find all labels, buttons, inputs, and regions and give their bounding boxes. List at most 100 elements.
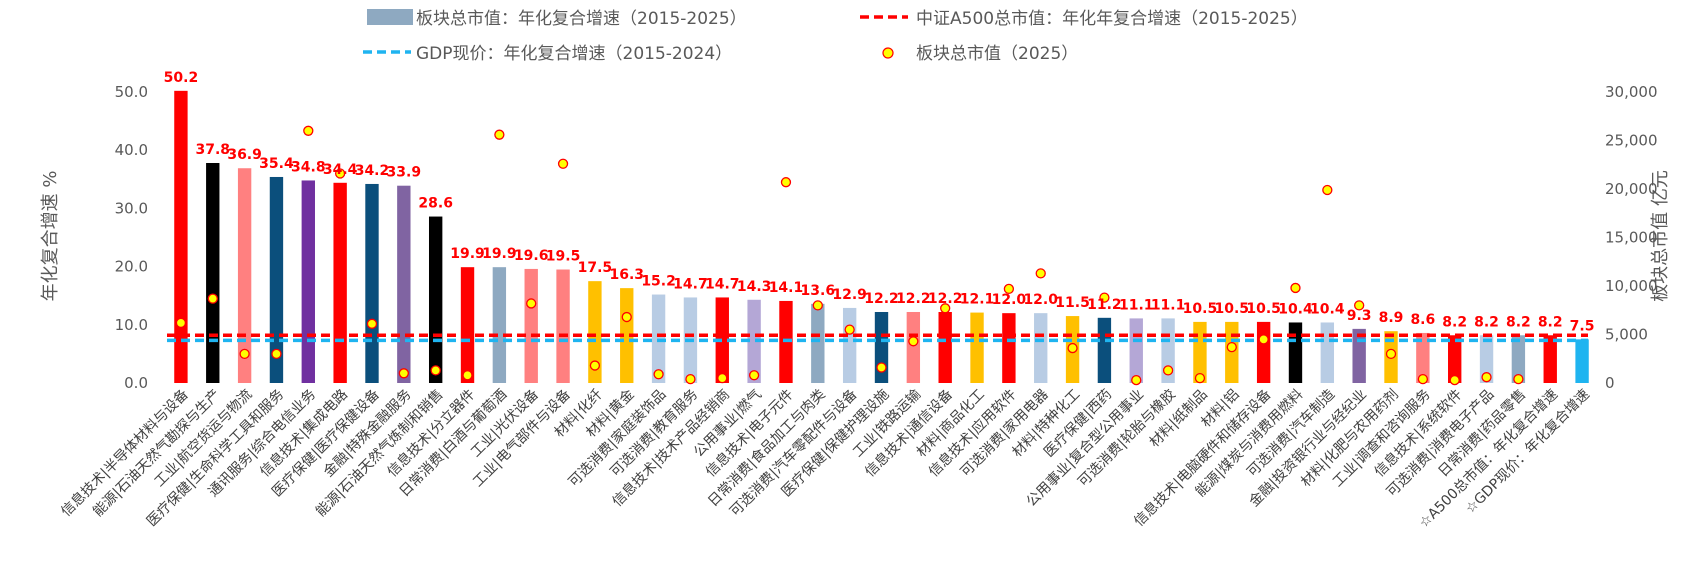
market-cap-dot: [526, 298, 537, 309]
value-label: 16.3: [609, 267, 644, 283]
value-label: 11.2: [1087, 297, 1122, 313]
bar: [938, 311, 952, 383]
bar: [556, 269, 570, 383]
market-cap-dot: [494, 129, 505, 140]
bar: [237, 168, 252, 383]
market-cap-dot: [239, 348, 250, 360]
bar: [1097, 317, 1112, 383]
legend-bar-label: 板块总市值：年化复合增速（2015-2025）: [416, 9, 747, 29]
y-left-title: 年化复合增速 %: [40, 171, 61, 302]
y-right-tick: 10,000: [1605, 277, 1658, 295]
value-label: 12.2: [928, 291, 963, 307]
value-label: 14.7: [673, 276, 708, 292]
bar: [1002, 313, 1016, 383]
market-cap-dot: [1417, 373, 1429, 385]
market-cap-dot: [812, 300, 823, 311]
bar: [333, 182, 347, 383]
value-label: 11.5: [1055, 295, 1090, 311]
legend-dots-swatch: [882, 47, 894, 59]
bar: [715, 297, 729, 383]
value-label: 10.5: [1215, 301, 1250, 317]
value-label: 34.2: [355, 163, 390, 179]
value-label: 7.5: [1570, 318, 1595, 334]
value-labels: 50.2 37.836.935.434.834.434.233.9 28.6 19.9…: [164, 70, 1595, 335]
market-cap-dot: [175, 317, 187, 329]
value-label: 12.0: [1023, 292, 1058, 308]
market-cap-dot: [621, 311, 632, 323]
market-cap-dot: [1513, 373, 1524, 385]
bar: [428, 216, 443, 383]
bar: [460, 267, 475, 383]
value-label: 33.9: [387, 165, 422, 181]
market-cap-dot: [908, 336, 919, 347]
legend-gdp-label: GDP现价：年化复合增速（2015-2024）: [416, 44, 732, 64]
bar: [811, 303, 825, 383]
market-cap-dot: [653, 369, 664, 380]
value-label: 11.1: [1151, 297, 1186, 313]
value-label: 8.2: [1538, 314, 1563, 330]
value-label: 8.2: [1442, 314, 1467, 330]
market-cap-dot: [1226, 341, 1237, 353]
y-right-tick: 30,000: [1605, 83, 1658, 101]
market-cap-dot: [1322, 184, 1333, 196]
market-cap-dot: [271, 348, 282, 360]
value-label: 15.2: [641, 274, 676, 290]
y-right-title: 板块总市值 亿元: [1650, 170, 1671, 302]
value-label: 28.6: [418, 196, 453, 212]
value-label: 17.5: [578, 260, 613, 276]
y-right-tick: 15,000: [1605, 229, 1658, 247]
value-label: 9.3: [1347, 308, 1372, 324]
bar: [206, 163, 220, 383]
value-label: 12.0: [992, 292, 1027, 308]
category-label: 能源|石油天然气勘探与生产: [89, 386, 223, 520]
y-left-tick: 40.0: [115, 141, 148, 159]
market-cap-dot: [366, 318, 378, 329]
market-cap-dot: [1385, 348, 1397, 360]
value-label: 10.4: [1278, 301, 1313, 317]
market-cap-dot: [589, 360, 601, 371]
bar: [1288, 322, 1303, 383]
market-cap-dot: [940, 303, 951, 314]
value-label: 13.6: [801, 283, 836, 299]
bar: [1225, 321, 1239, 383]
bar: [492, 267, 507, 383]
market-cap-dot: [1258, 334, 1269, 345]
bar: [970, 312, 984, 383]
market-cap-dot: [334, 168, 346, 179]
bar: [1352, 328, 1366, 383]
y-right-ticks: 0 5,000 10,000 15,000 20,000 25,000 30,000: [1605, 83, 1658, 392]
bar: [747, 299, 761, 383]
market-cap-dot: [780, 177, 792, 188]
market-cap-dot: [1035, 268, 1046, 279]
y-left-tick: 0.0: [124, 374, 148, 392]
value-label: 14.3: [737, 279, 772, 295]
market-cap-dot: [1067, 342, 1078, 354]
y-right-tick: 20,000: [1605, 180, 1658, 198]
bar: [1129, 318, 1143, 383]
market-cap-dot: [876, 362, 887, 373]
bar: [1416, 332, 1430, 383]
value-label: 14.7: [705, 276, 740, 292]
value-label: 10.5: [1246, 301, 1281, 317]
y-left-tick: 30.0: [115, 199, 148, 217]
market-cap-dot: [685, 373, 696, 385]
y-right-tick: 25,000: [1605, 132, 1658, 150]
legend-a500-label: 中证A500总市值：年化年复合增速（2015-2025）: [916, 9, 1308, 29]
bar: [1543, 335, 1557, 383]
market-cap-dot: [1003, 283, 1015, 295]
bar: [842, 307, 857, 383]
market-cap-dot: [1354, 300, 1365, 311]
y-right-tick: 0: [1605, 374, 1615, 392]
value-label: 8.9: [1379, 310, 1404, 326]
value-label: 8.2: [1474, 314, 1499, 330]
market-cap-dot: [207, 293, 218, 304]
bar: [906, 311, 921, 383]
dot-series: [175, 125, 1524, 386]
value-label: 8.2: [1506, 314, 1531, 330]
value-label: 19.9: [450, 246, 485, 262]
value-label: 35.4: [259, 156, 294, 172]
bar: [1034, 313, 1048, 383]
value-label: 14.1: [769, 280, 804, 296]
market-cap-dot: [1131, 374, 1142, 386]
bar: [1193, 321, 1207, 383]
